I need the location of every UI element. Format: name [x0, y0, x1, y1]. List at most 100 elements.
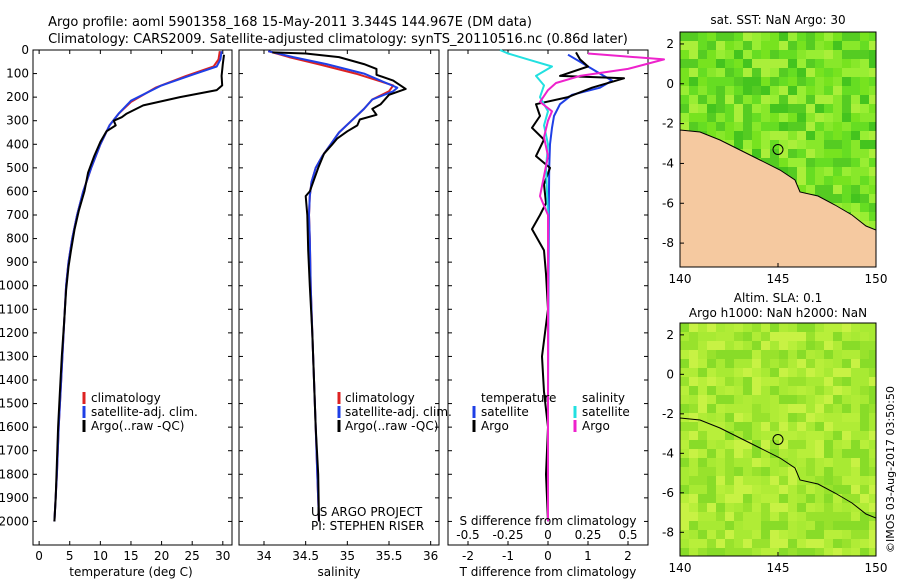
map-y-tick-label: -4 — [662, 446, 674, 460]
map-cell — [770, 539, 780, 549]
map-cell — [797, 368, 807, 378]
map-cell — [743, 467, 753, 477]
map-cell — [725, 323, 735, 333]
map-cell — [833, 404, 843, 414]
map-cell — [716, 440, 726, 450]
map-cell — [707, 341, 717, 351]
map-cell — [725, 368, 735, 378]
map-cell — [815, 167, 825, 177]
map-cell — [842, 422, 852, 432]
map-cell — [788, 86, 798, 96]
map-cell — [824, 95, 834, 105]
map-cell — [851, 32, 861, 42]
map-y-tick-label: -2 — [662, 407, 674, 421]
map-cell — [788, 431, 798, 441]
map-cell — [797, 377, 807, 387]
map-cell — [869, 350, 876, 360]
legend-satellite: satellite-adj. clim. — [345, 405, 452, 419]
map-cell — [842, 512, 852, 522]
map-cell — [770, 341, 780, 351]
y-tick-label: 1500 — [0, 397, 29, 411]
map-cell — [734, 476, 744, 486]
map-y-tick-label: 0 — [666, 367, 674, 381]
temperature-panel: 0100200300400500600700800900100011001200… — [0, 43, 233, 579]
map-cell — [806, 350, 816, 360]
map-cell — [761, 512, 771, 522]
sst-argo-marker — [772, 144, 784, 155]
map-cell — [779, 521, 789, 531]
header-line2: Climatology: CARS2009. Satellite-adjuste… — [48, 32, 628, 47]
map-cell — [842, 449, 852, 459]
map-cell — [761, 449, 771, 459]
map-cell — [806, 176, 816, 186]
map-cell — [689, 359, 699, 369]
salinity-ticks: 34 34.5 35 35.5 36 — [239, 49, 439, 563]
map-cell — [815, 185, 825, 195]
map-cell — [743, 59, 753, 69]
map-cell — [752, 494, 762, 504]
map-cell — [716, 503, 726, 513]
map-cell — [734, 485, 744, 495]
map-cell — [770, 77, 780, 87]
map-cell — [734, 494, 744, 504]
map-cell — [842, 122, 852, 132]
salinity-panel: 34 34.5 35 35.5 36 salinity climatology sate… — [238, 49, 452, 579]
map-cell — [698, 377, 708, 387]
map-cell — [869, 413, 876, 423]
x-tick-label: 34 — [256, 549, 271, 563]
y-tick-label: 200 — [6, 90, 29, 104]
map-cell — [689, 449, 699, 459]
map-cell — [770, 476, 780, 486]
map-cell — [806, 494, 816, 504]
map-cell — [779, 50, 789, 60]
y-tick-label: 1100 — [0, 302, 29, 316]
map-cell — [716, 530, 726, 540]
map-cell — [779, 476, 789, 486]
y-tick-label: 300 — [6, 114, 29, 128]
map-cell — [824, 350, 834, 360]
map-cell — [752, 503, 762, 513]
map-cell — [725, 431, 735, 441]
map-cell — [842, 104, 852, 114]
map-cell — [824, 50, 834, 60]
map-cell — [743, 50, 753, 60]
map-cell — [743, 95, 753, 105]
map-cell — [725, 386, 735, 396]
map-cell — [725, 440, 735, 450]
map-cell — [725, 113, 735, 123]
map-cell — [860, 32, 870, 42]
legend-satellite: satellite-adj. clim. — [91, 405, 198, 419]
map-cell — [869, 122, 876, 132]
imos-credit: ©IMOS 03-Aug-2017 03:50:50 — [884, 386, 897, 553]
map-cell — [824, 377, 834, 387]
map-cell — [815, 458, 825, 468]
map-cell — [752, 350, 762, 360]
map-cell — [788, 413, 798, 423]
map-cell — [698, 539, 708, 549]
map-cell — [851, 413, 861, 423]
map-cell — [842, 50, 852, 60]
y-tick-label: 1900 — [0, 491, 29, 505]
map-cell — [743, 113, 753, 123]
map-cell — [761, 431, 771, 441]
map-cell — [833, 32, 843, 42]
map-cell — [860, 203, 870, 213]
map-cell — [689, 113, 699, 123]
map-cell — [851, 194, 861, 204]
map-cell — [806, 431, 816, 441]
map-cell — [851, 431, 861, 441]
map-cell — [842, 194, 852, 204]
map-cell — [797, 32, 807, 42]
map-cell — [689, 422, 699, 432]
map-cell — [824, 41, 834, 51]
map-cell — [734, 113, 744, 123]
map-cell — [842, 485, 852, 495]
map-cell — [806, 440, 816, 450]
map-cell — [806, 86, 816, 96]
map-cell — [743, 422, 753, 432]
map-cell — [851, 512, 861, 522]
map-cell — [761, 140, 771, 150]
map-cell — [680, 386, 690, 396]
map-cell — [815, 41, 825, 51]
map-cell — [869, 422, 876, 432]
